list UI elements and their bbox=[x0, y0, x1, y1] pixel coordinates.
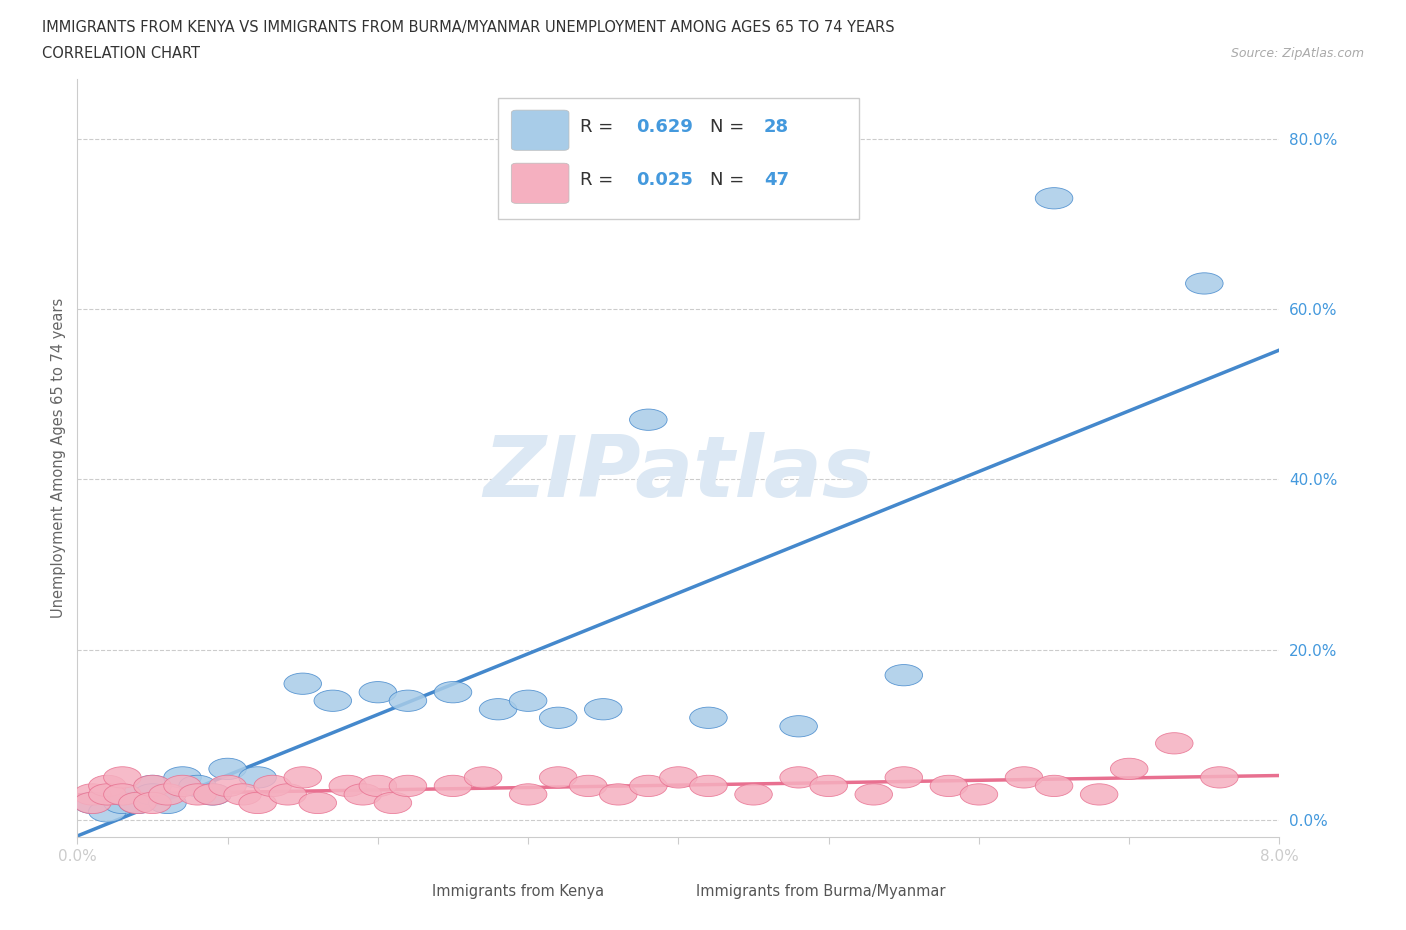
Ellipse shape bbox=[104, 784, 141, 805]
Ellipse shape bbox=[855, 784, 893, 805]
Ellipse shape bbox=[630, 776, 666, 797]
Text: R =: R = bbox=[579, 171, 619, 189]
Ellipse shape bbox=[134, 776, 172, 797]
Ellipse shape bbox=[434, 682, 472, 703]
Ellipse shape bbox=[254, 776, 291, 797]
Ellipse shape bbox=[1156, 733, 1194, 754]
Ellipse shape bbox=[179, 784, 217, 805]
FancyBboxPatch shape bbox=[380, 876, 427, 911]
Text: CORRELATION CHART: CORRELATION CHART bbox=[42, 46, 200, 61]
Ellipse shape bbox=[630, 409, 666, 431]
Text: 28: 28 bbox=[763, 118, 789, 136]
Ellipse shape bbox=[1111, 758, 1147, 779]
Ellipse shape bbox=[540, 766, 576, 788]
Ellipse shape bbox=[104, 766, 141, 788]
Ellipse shape bbox=[299, 792, 336, 814]
Ellipse shape bbox=[690, 707, 727, 728]
Ellipse shape bbox=[163, 776, 201, 797]
Ellipse shape bbox=[209, 758, 246, 779]
Text: N =: N = bbox=[710, 171, 749, 189]
Ellipse shape bbox=[89, 801, 127, 822]
Ellipse shape bbox=[659, 766, 697, 788]
Ellipse shape bbox=[344, 784, 381, 805]
Ellipse shape bbox=[194, 784, 232, 805]
Ellipse shape bbox=[118, 792, 156, 814]
Ellipse shape bbox=[269, 784, 307, 805]
Ellipse shape bbox=[1035, 188, 1073, 209]
Ellipse shape bbox=[1080, 784, 1118, 805]
Ellipse shape bbox=[73, 784, 111, 805]
Ellipse shape bbox=[149, 784, 186, 805]
Ellipse shape bbox=[134, 776, 172, 797]
Ellipse shape bbox=[810, 776, 848, 797]
Ellipse shape bbox=[104, 784, 141, 805]
Ellipse shape bbox=[389, 690, 426, 711]
Ellipse shape bbox=[780, 716, 817, 737]
Text: N =: N = bbox=[710, 118, 749, 136]
Ellipse shape bbox=[359, 776, 396, 797]
Ellipse shape bbox=[239, 766, 277, 788]
Text: Immigrants from Burma/Myanmar: Immigrants from Burma/Myanmar bbox=[696, 884, 946, 899]
Ellipse shape bbox=[1035, 776, 1073, 797]
Ellipse shape bbox=[314, 690, 352, 711]
Ellipse shape bbox=[89, 776, 127, 797]
FancyBboxPatch shape bbox=[512, 163, 569, 204]
Ellipse shape bbox=[194, 784, 232, 805]
Ellipse shape bbox=[89, 784, 127, 805]
Ellipse shape bbox=[73, 792, 111, 814]
Ellipse shape bbox=[479, 698, 517, 720]
Ellipse shape bbox=[884, 766, 922, 788]
Ellipse shape bbox=[134, 784, 172, 805]
Ellipse shape bbox=[239, 792, 277, 814]
Ellipse shape bbox=[179, 776, 217, 797]
Ellipse shape bbox=[209, 776, 246, 797]
Text: ZIPatlas: ZIPatlas bbox=[484, 432, 873, 514]
Ellipse shape bbox=[690, 776, 727, 797]
Ellipse shape bbox=[540, 707, 576, 728]
Text: 0.629: 0.629 bbox=[637, 118, 693, 136]
Ellipse shape bbox=[464, 766, 502, 788]
FancyBboxPatch shape bbox=[644, 876, 692, 911]
Ellipse shape bbox=[509, 784, 547, 805]
Ellipse shape bbox=[134, 792, 172, 814]
Y-axis label: Unemployment Among Ages 65 to 74 years: Unemployment Among Ages 65 to 74 years bbox=[51, 298, 66, 618]
Text: Immigrants from Kenya: Immigrants from Kenya bbox=[432, 884, 605, 899]
Ellipse shape bbox=[284, 673, 322, 695]
Ellipse shape bbox=[1005, 766, 1043, 788]
Ellipse shape bbox=[389, 776, 426, 797]
Ellipse shape bbox=[284, 766, 322, 788]
FancyBboxPatch shape bbox=[498, 98, 859, 219]
Ellipse shape bbox=[1201, 766, 1239, 788]
Ellipse shape bbox=[509, 690, 547, 711]
Ellipse shape bbox=[359, 682, 396, 703]
Ellipse shape bbox=[780, 766, 817, 788]
Ellipse shape bbox=[118, 792, 156, 814]
Ellipse shape bbox=[599, 784, 637, 805]
Text: Source: ZipAtlas.com: Source: ZipAtlas.com bbox=[1230, 46, 1364, 60]
Ellipse shape bbox=[73, 792, 111, 814]
Ellipse shape bbox=[585, 698, 621, 720]
Text: 0.025: 0.025 bbox=[637, 171, 693, 189]
Ellipse shape bbox=[931, 776, 967, 797]
Ellipse shape bbox=[735, 784, 772, 805]
Ellipse shape bbox=[434, 776, 472, 797]
Ellipse shape bbox=[1185, 272, 1223, 294]
Ellipse shape bbox=[960, 784, 998, 805]
Ellipse shape bbox=[374, 792, 412, 814]
Text: 47: 47 bbox=[763, 171, 789, 189]
Ellipse shape bbox=[163, 766, 201, 788]
Text: IMMIGRANTS FROM KENYA VS IMMIGRANTS FROM BURMA/MYANMAR UNEMPLOYMENT AMONG AGES 6: IMMIGRANTS FROM KENYA VS IMMIGRANTS FROM… bbox=[42, 20, 894, 35]
Ellipse shape bbox=[224, 784, 262, 805]
Ellipse shape bbox=[884, 665, 922, 685]
Ellipse shape bbox=[104, 792, 141, 814]
FancyBboxPatch shape bbox=[512, 110, 569, 151]
Ellipse shape bbox=[149, 792, 186, 814]
Text: R =: R = bbox=[579, 118, 619, 136]
Ellipse shape bbox=[569, 776, 607, 797]
Ellipse shape bbox=[329, 776, 367, 797]
